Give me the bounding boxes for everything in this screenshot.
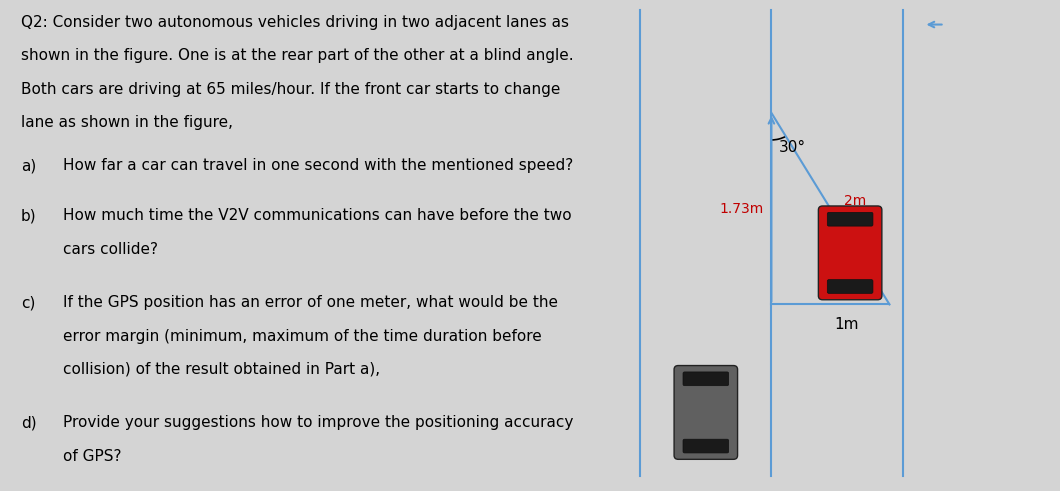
- Text: d): d): [21, 415, 37, 431]
- Text: How far a car can travel in one second with the mentioned speed?: How far a car can travel in one second w…: [64, 158, 573, 173]
- FancyBboxPatch shape: [818, 206, 882, 300]
- Text: shown in the figure. One is at the rear part of the other at a blind angle.: shown in the figure. One is at the rear …: [21, 48, 573, 63]
- Text: error margin (minimum, maximum of the time duration before: error margin (minimum, maximum of the ti…: [64, 328, 542, 344]
- Text: Q2: Consider two autonomous vehicles driving in two adjacent lanes as: Q2: Consider two autonomous vehicles dri…: [21, 15, 569, 30]
- FancyBboxPatch shape: [683, 439, 728, 453]
- Text: Both cars are driving at 65 miles/hour. If the front car starts to change: Both cars are driving at 65 miles/hour. …: [21, 82, 561, 97]
- FancyBboxPatch shape: [827, 280, 873, 294]
- Text: 2m: 2m: [844, 194, 866, 208]
- FancyBboxPatch shape: [674, 365, 738, 460]
- Text: a): a): [21, 158, 36, 173]
- Text: collision) of the result obtained in Part a),: collision) of the result obtained in Par…: [64, 362, 381, 377]
- Text: of GPS?: of GPS?: [64, 449, 122, 464]
- FancyBboxPatch shape: [683, 372, 728, 386]
- Text: If the GPS position has an error of one meter, what would be the: If the GPS position has an error of one …: [64, 295, 558, 310]
- Text: cars collide?: cars collide?: [64, 242, 158, 257]
- Text: Provide your suggestions how to improve the positioning accuracy: Provide your suggestions how to improve …: [64, 415, 573, 431]
- FancyBboxPatch shape: [827, 213, 873, 226]
- Text: 1m: 1m: [834, 317, 859, 332]
- Text: 30°: 30°: [779, 140, 807, 155]
- Text: c): c): [21, 295, 35, 310]
- Text: 1.73m: 1.73m: [720, 202, 763, 216]
- Text: How much time the V2V communications can have before the two: How much time the V2V communications can…: [64, 208, 571, 223]
- Text: lane as shown in the figure,: lane as shown in the figure,: [21, 115, 233, 130]
- Text: b): b): [21, 208, 37, 223]
